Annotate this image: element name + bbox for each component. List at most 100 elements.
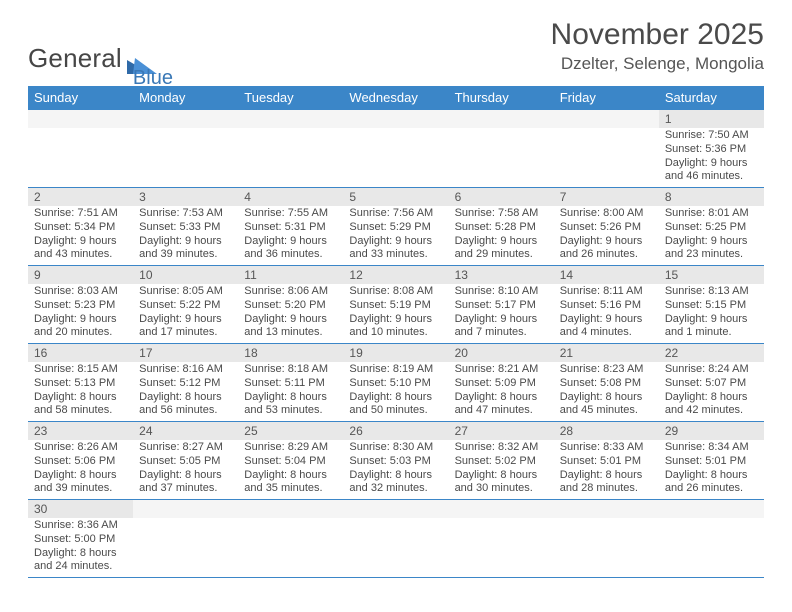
daynum-cell: 17 xyxy=(133,344,238,363)
sunrise-text: Sunrise: 8:32 AM xyxy=(455,441,548,455)
detail-cell: Sunrise: 8:05 AMSunset: 5:22 PMDaylight:… xyxy=(133,284,238,344)
sunset-text: Sunset: 5:17 PM xyxy=(455,299,548,313)
logo-text-blue: Blue xyxy=(133,67,173,90)
daylight-text: Daylight: 9 hours and 17 minutes. xyxy=(139,313,232,341)
sunrise-text: Sunrise: 8:24 AM xyxy=(665,363,758,377)
sunset-text: Sunset: 5:25 PM xyxy=(665,221,758,235)
detail-cell: Sunrise: 7:56 AMSunset: 5:29 PMDaylight:… xyxy=(343,206,448,266)
sunrise-text: Sunrise: 7:58 AM xyxy=(455,207,548,221)
detail-cell: Sunrise: 8:32 AMSunset: 5:02 PMDaylight:… xyxy=(449,440,554,500)
daynum-cell: 21 xyxy=(554,344,659,363)
sunset-text: Sunset: 5:02 PM xyxy=(455,455,548,469)
daylight-text: Daylight: 8 hours and 30 minutes. xyxy=(455,469,548,497)
daylight-text: Daylight: 8 hours and 56 minutes. xyxy=(139,391,232,419)
detail-cell: Sunrise: 8:08 AMSunset: 5:19 PMDaylight:… xyxy=(343,284,448,344)
detail-cell: Sunrise: 8:03 AMSunset: 5:23 PMDaylight:… xyxy=(28,284,133,344)
daynum-cell: 13 xyxy=(449,266,554,285)
week-0-daynum-row: 1 xyxy=(28,110,764,129)
daylight-text: Daylight: 9 hours and 7 minutes. xyxy=(455,313,548,341)
detail-cell: Sunrise: 8:06 AMSunset: 5:20 PMDaylight:… xyxy=(238,284,343,344)
week-5-detail-row: Sunrise: 8:36 AMSunset: 5:00 PMDaylight:… xyxy=(28,518,764,578)
daylight-text: Daylight: 9 hours and 43 minutes. xyxy=(34,235,127,263)
daynum-cell: 11 xyxy=(238,266,343,285)
sunrise-text: Sunrise: 8:30 AM xyxy=(349,441,442,455)
detail-cell: Sunrise: 8:30 AMSunset: 5:03 PMDaylight:… xyxy=(343,440,448,500)
sunrise-text: Sunrise: 8:26 AM xyxy=(34,441,127,455)
sunrise-text: Sunrise: 8:18 AM xyxy=(244,363,337,377)
daynum-cell: 16 xyxy=(28,344,133,363)
daylight-text: Daylight: 9 hours and 23 minutes. xyxy=(665,235,758,263)
detail-cell: Sunrise: 7:51 AMSunset: 5:34 PMDaylight:… xyxy=(28,206,133,266)
daynum-cell: 23 xyxy=(28,422,133,441)
detail-cell xyxy=(28,128,133,188)
sunset-text: Sunset: 5:23 PM xyxy=(34,299,127,313)
sunrise-text: Sunrise: 7:53 AM xyxy=(139,207,232,221)
dayhdr-4: Thursday xyxy=(449,86,554,110)
sunrise-text: Sunrise: 8:23 AM xyxy=(560,363,653,377)
sunset-text: Sunset: 5:16 PM xyxy=(560,299,653,313)
sunrise-text: Sunrise: 8:11 AM xyxy=(560,285,653,299)
sunrise-text: Sunrise: 8:21 AM xyxy=(455,363,548,377)
detail-cell xyxy=(449,128,554,188)
daylight-text: Daylight: 9 hours and 29 minutes. xyxy=(455,235,548,263)
daynum-cell: 3 xyxy=(133,188,238,207)
daynum-cell: 18 xyxy=(238,344,343,363)
daylight-text: Daylight: 8 hours and 39 minutes. xyxy=(34,469,127,497)
sunrise-text: Sunrise: 8:01 AM xyxy=(665,207,758,221)
daynum-cell xyxy=(133,110,238,129)
daylight-text: Daylight: 9 hours and 13 minutes. xyxy=(244,313,337,341)
daynum-cell: 24 xyxy=(133,422,238,441)
detail-cell: Sunrise: 8:34 AMSunset: 5:01 PMDaylight:… xyxy=(659,440,764,500)
sunset-text: Sunset: 5:05 PM xyxy=(139,455,232,469)
detail-cell xyxy=(343,128,448,188)
detail-cell: Sunrise: 8:19 AMSunset: 5:10 PMDaylight:… xyxy=(343,362,448,422)
daynum-cell: 6 xyxy=(449,188,554,207)
daylight-text: Daylight: 9 hours and 33 minutes. xyxy=(349,235,442,263)
daylight-text: Daylight: 9 hours and 1 minute. xyxy=(665,313,758,341)
daynum-cell: 19 xyxy=(343,344,448,363)
daylight-text: Daylight: 9 hours and 20 minutes. xyxy=(34,313,127,341)
detail-cell: Sunrise: 7:55 AMSunset: 5:31 PMDaylight:… xyxy=(238,206,343,266)
daylight-text: Daylight: 8 hours and 53 minutes. xyxy=(244,391,337,419)
daynum-cell xyxy=(133,500,238,519)
sunrise-text: Sunrise: 8:33 AM xyxy=(560,441,653,455)
daynum-cell xyxy=(343,500,448,519)
detail-cell xyxy=(238,128,343,188)
detail-cell: Sunrise: 7:53 AMSunset: 5:33 PMDaylight:… xyxy=(133,206,238,266)
daylight-text: Daylight: 9 hours and 46 minutes. xyxy=(665,157,758,185)
daynum-cell: 22 xyxy=(659,344,764,363)
sunset-text: Sunset: 5:19 PM xyxy=(349,299,442,313)
sunrise-text: Sunrise: 7:55 AM xyxy=(244,207,337,221)
detail-cell: Sunrise: 8:33 AMSunset: 5:01 PMDaylight:… xyxy=(554,440,659,500)
dayhdr-5: Friday xyxy=(554,86,659,110)
daylight-text: Daylight: 9 hours and 36 minutes. xyxy=(244,235,337,263)
sunset-text: Sunset: 5:01 PM xyxy=(665,455,758,469)
week-5-daynum-row: 30 xyxy=(28,500,764,519)
daynum-cell: 4 xyxy=(238,188,343,207)
sunset-text: Sunset: 5:29 PM xyxy=(349,221,442,235)
sunset-text: Sunset: 5:33 PM xyxy=(139,221,232,235)
detail-cell: Sunrise: 8:27 AMSunset: 5:05 PMDaylight:… xyxy=(133,440,238,500)
detail-cell xyxy=(133,128,238,188)
daynum-cell: 7 xyxy=(554,188,659,207)
sunrise-text: Sunrise: 8:27 AM xyxy=(139,441,232,455)
detail-cell xyxy=(343,518,448,578)
week-2-daynum-row: 9101112131415 xyxy=(28,266,764,285)
daynum-cell: 30 xyxy=(28,500,133,519)
sunset-text: Sunset: 5:00 PM xyxy=(34,533,127,547)
daylight-text: Daylight: 9 hours and 4 minutes. xyxy=(560,313,653,341)
daynum-cell xyxy=(554,110,659,129)
header: General Blue November 2025 Dzelter, Sele… xyxy=(28,18,764,74)
daynum-cell: 25 xyxy=(238,422,343,441)
detail-cell: Sunrise: 8:24 AMSunset: 5:07 PMDaylight:… xyxy=(659,362,764,422)
daylight-text: Daylight: 8 hours and 24 minutes. xyxy=(34,547,127,575)
week-4-detail-row: Sunrise: 8:26 AMSunset: 5:06 PMDaylight:… xyxy=(28,440,764,500)
location: Dzelter, Selenge, Mongolia xyxy=(551,54,764,74)
detail-cell xyxy=(659,518,764,578)
daylight-text: Daylight: 8 hours and 50 minutes. xyxy=(349,391,442,419)
daynum-cell xyxy=(238,110,343,129)
week-1-daynum-row: 2345678 xyxy=(28,188,764,207)
detail-cell xyxy=(554,518,659,578)
detail-cell xyxy=(133,518,238,578)
sunrise-text: Sunrise: 8:08 AM xyxy=(349,285,442,299)
